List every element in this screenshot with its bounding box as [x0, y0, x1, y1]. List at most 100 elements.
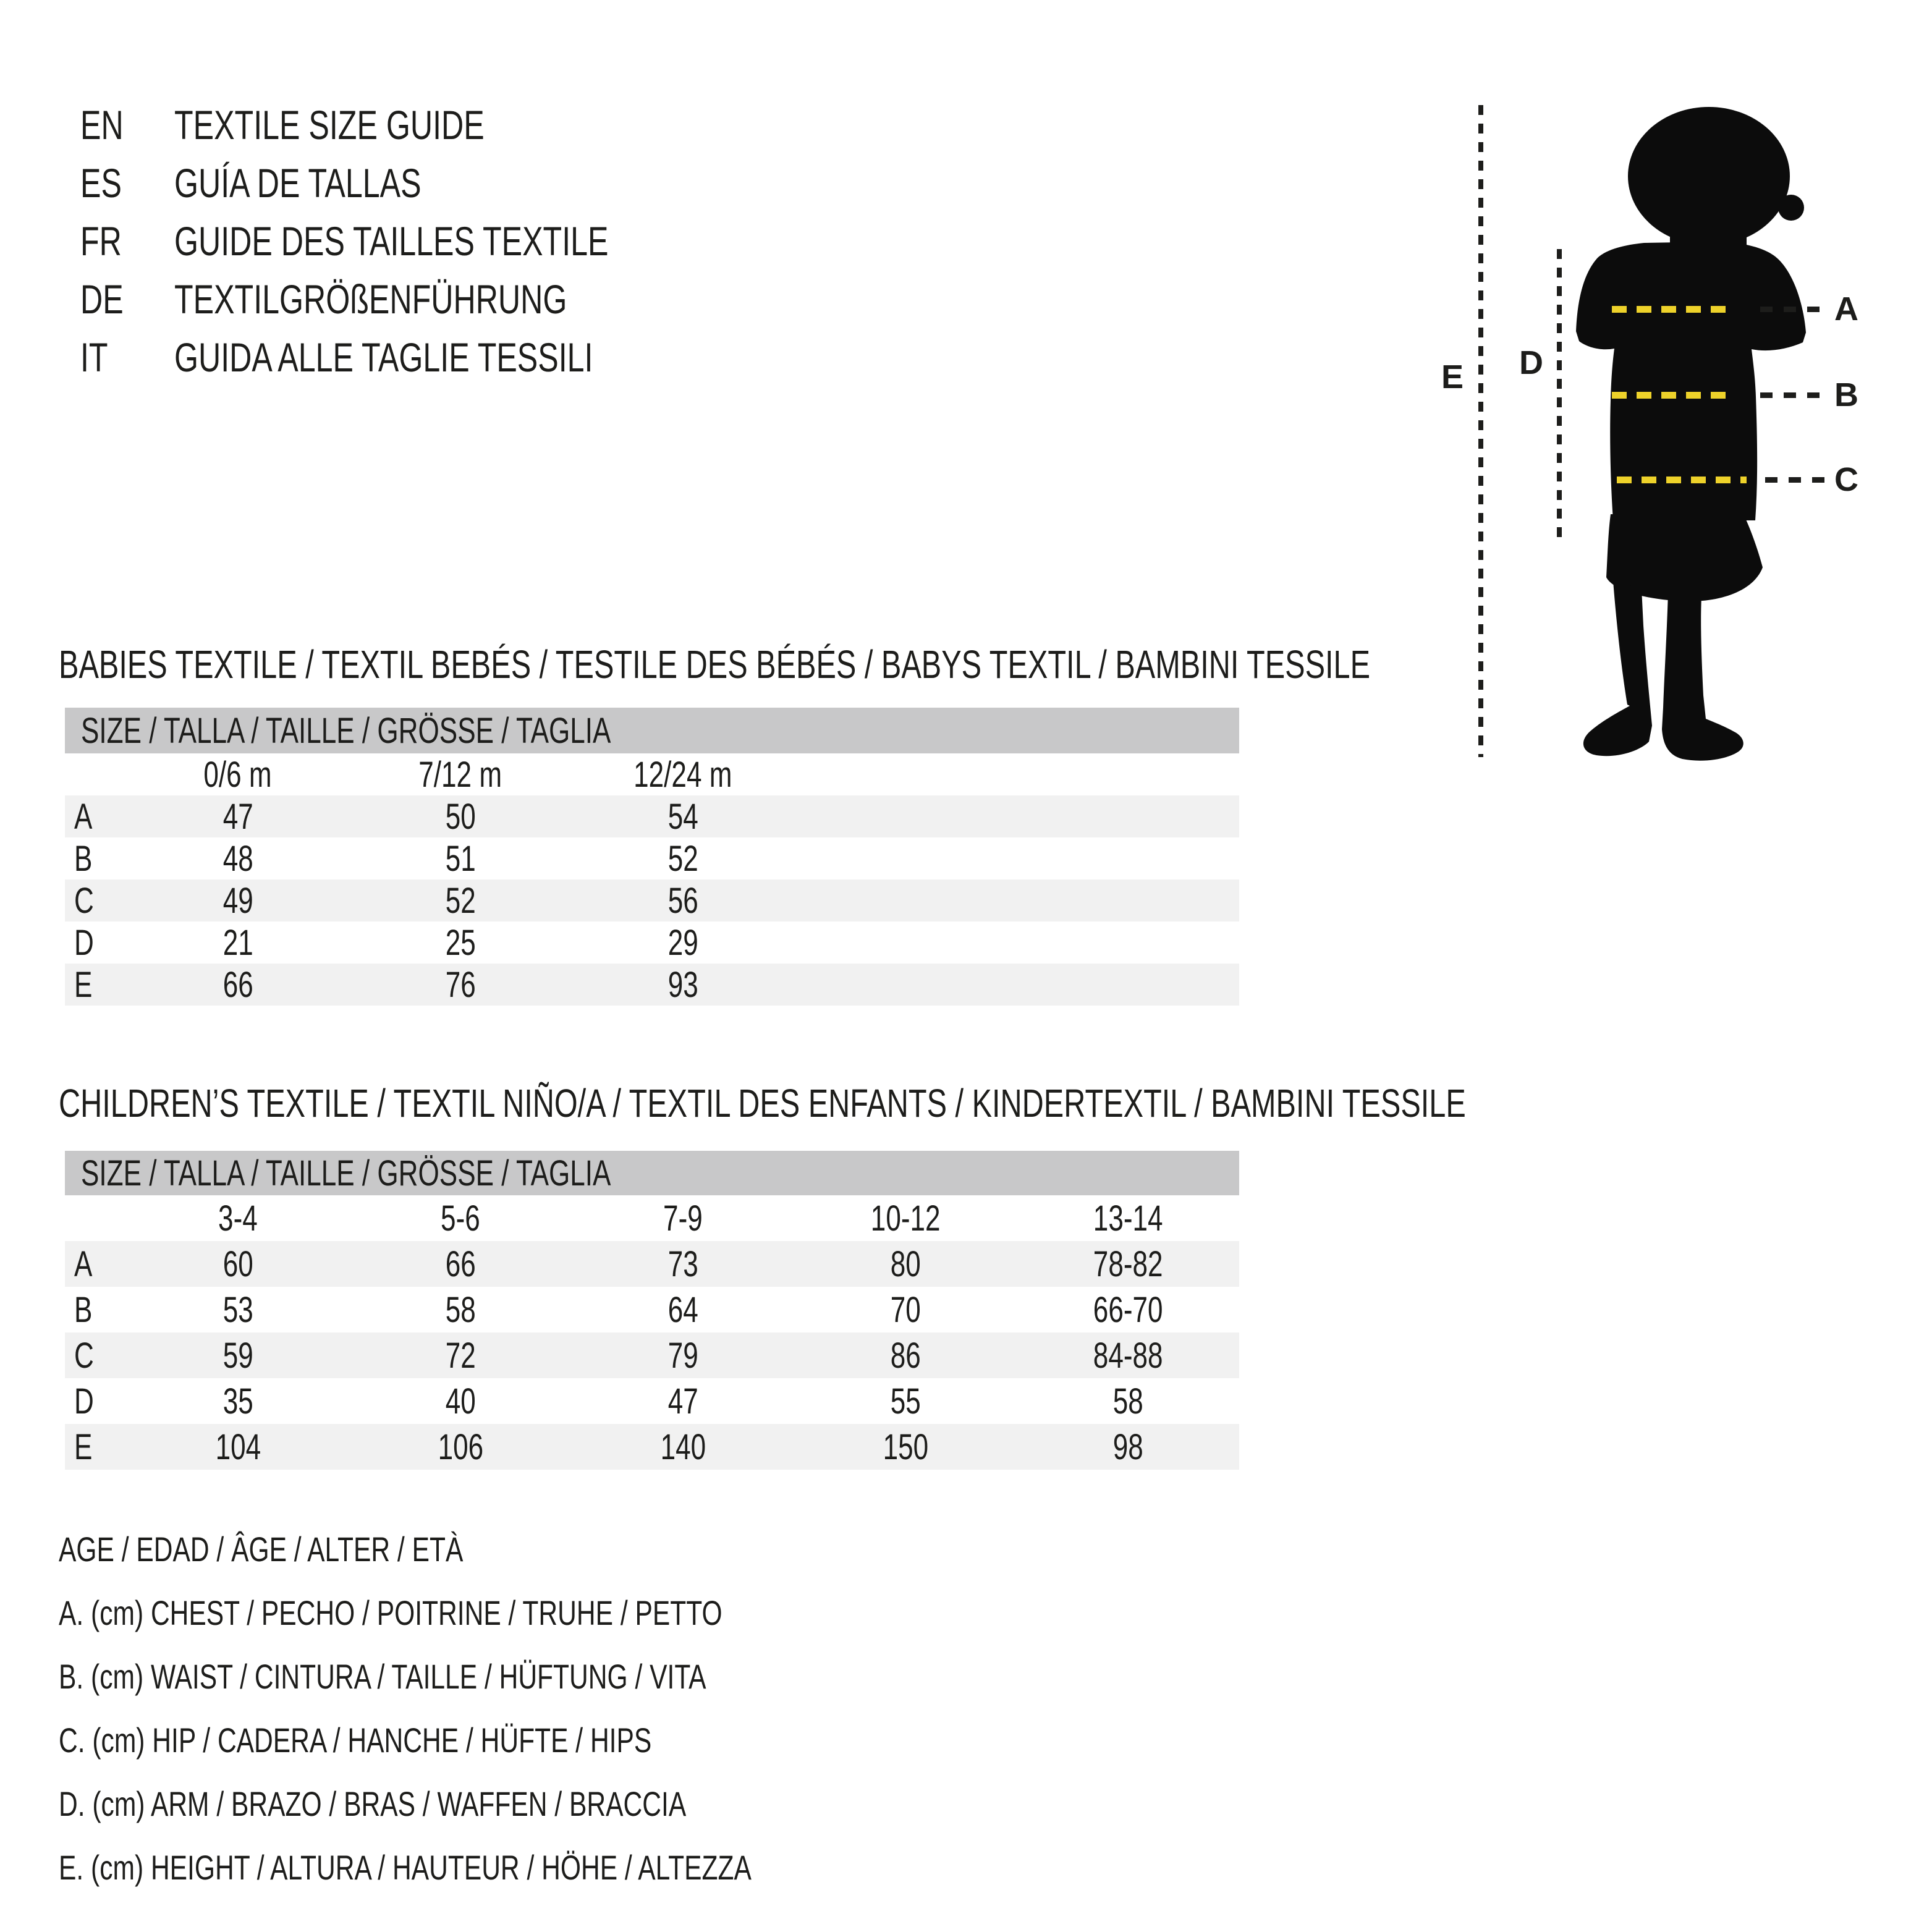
table-row-d: D 21 25 29: [65, 922, 1239, 964]
column-header: 7-9: [663, 1198, 703, 1239]
table-cell: 150: [883, 1426, 928, 1467]
row-label: B: [74, 838, 93, 879]
table-cell: 52: [667, 838, 698, 879]
arm-label-d: D: [1519, 344, 1543, 381]
chest-tape-yellow: [1612, 306, 1735, 313]
table-row-a: A 47 50 54: [65, 795, 1239, 837]
row-label: A: [74, 796, 93, 837]
legend-line-age: AGE / EDAD / ÂGE / ALTER / ETÀ: [59, 1530, 464, 1569]
table-cell: 64: [667, 1289, 698, 1330]
row-label: D: [74, 922, 94, 963]
arm-measure-line-d: [1557, 249, 1562, 541]
height-measure-line-e: [1478, 105, 1483, 757]
column-header: 12/24 m: [633, 754, 732, 795]
table-cell: 58: [445, 1289, 476, 1330]
row-label: C: [74, 1335, 94, 1376]
children-column-header-row: 3-4 5-6 7-9 10-12 13-14: [65, 1195, 1239, 1241]
table-cell: 56: [667, 880, 698, 921]
table-cell: 52: [445, 880, 476, 921]
table-cell: 76: [445, 964, 476, 1005]
waist-label-b: B: [1834, 376, 1858, 413]
table-cell: 86: [890, 1335, 921, 1376]
hip-tape-yellow: [1617, 477, 1747, 483]
row-label: E: [74, 964, 93, 1005]
table-row-b: B 48 51 52: [65, 837, 1239, 879]
language-code: FR: [80, 218, 122, 264]
table-cell: 66-70: [1093, 1289, 1163, 1330]
language-code: DE: [80, 276, 124, 322]
language-row-it: IT GUIDA ALLE TAGLIE TESSILI: [80, 328, 745, 386]
child-silhouette-icon: [1576, 107, 1806, 761]
chest-tape-dark: [1760, 307, 1820, 312]
table-row-d: D 35 40 47 55 58: [65, 1378, 1239, 1424]
hip-tape-dark: [1765, 477, 1824, 483]
language-title-block: EN TEXTILE SIZE GUIDE ES GUÍA DE TALLAS …: [80, 96, 745, 386]
waist-tape-yellow: [1612, 392, 1735, 399]
table-cell: 48: [222, 838, 253, 879]
column-header: 3-4: [218, 1198, 258, 1239]
column-header: 7/12 m: [418, 754, 502, 795]
legend-line-height: E. (cm) HEIGHT / ALTURA / HAUTEUR / HÖHE…: [59, 1848, 752, 1887]
guide-title: GUIDA ALLE TAGLIE TESSILI: [174, 334, 593, 380]
chest-label-a: A: [1834, 290, 1858, 328]
table-cell: 40: [445, 1381, 476, 1421]
guide-title: GUIDE DES TAILLES TEXTILE: [174, 218, 609, 264]
table-cell: 47: [667, 1381, 698, 1421]
table-row-e: E 66 76 93: [65, 964, 1239, 1006]
children-size-bar: SIZE / TALLA / TAILLE / GRÖSSE / TAGLIA: [65, 1151, 1239, 1195]
table-cell: 55: [890, 1381, 921, 1421]
table-cell: 66: [445, 1244, 476, 1284]
table-row-e: E 104 106 140 150 98: [65, 1424, 1239, 1470]
height-label-e: E: [1441, 358, 1464, 396]
table-cell: 79: [667, 1335, 698, 1376]
table-cell: 73: [667, 1244, 698, 1284]
children-size-table: SIZE / TALLA / TAILLE / GRÖSSE / TAGLIA …: [65, 1151, 1239, 1470]
table-cell: 72: [445, 1335, 476, 1376]
legend-line-waist: B. (cm) WAIST / CINTURA / TAILLE / HÜFTU…: [59, 1657, 706, 1696]
guide-title: GUÍA DE TALLAS: [174, 160, 422, 206]
measurement-figure: A B C D E: [1421, 87, 1910, 797]
row-label: B: [74, 1289, 93, 1330]
language-code: EN: [80, 102, 124, 148]
legend-line-arm: D. (cm) ARM / BRAZO / BRAS / WAFFEN / BR…: [59, 1784, 687, 1823]
babies-column-header-row: 0/6 m 7/12 m 12/24 m: [65, 753, 1239, 795]
table-cell: 78-82: [1093, 1244, 1163, 1284]
column-header: 5-6: [441, 1198, 480, 1239]
table-cell: 53: [222, 1289, 253, 1330]
babies-size-table: SIZE / TALLA / TAILLE / GRÖSSE / TAGLIA …: [65, 708, 1239, 1006]
table-cell: 47: [222, 796, 253, 837]
children-section-heading: CHILDREN’S TEXTILE / TEXTIL NIÑO/A / TEX…: [59, 1081, 1466, 1125]
table-row-a: A 60 66 73 80 78-82: [65, 1241, 1239, 1287]
language-code: ES: [80, 160, 122, 206]
column-header: 13-14: [1093, 1198, 1163, 1239]
legend-line-hip: C. (cm) HIP / CADERA / HANCHE / HÜFTE / …: [59, 1721, 652, 1760]
language-row-es: ES GUÍA DE TALLAS: [80, 154, 745, 212]
table-cell: 80: [890, 1244, 921, 1284]
table-cell: 98: [1112, 1426, 1143, 1467]
table-cell: 50: [445, 796, 476, 837]
guide-title: TEXTILE SIZE GUIDE: [174, 102, 485, 148]
row-label: A: [74, 1244, 93, 1284]
table-cell: 29: [667, 922, 698, 963]
babies-size-bar: SIZE / TALLA / TAILLE / GRÖSSE / TAGLIA: [65, 708, 1239, 753]
table-cell: 54: [667, 796, 698, 837]
waist-tape-dark: [1760, 392, 1820, 398]
table-cell: 25: [445, 922, 476, 963]
table-cell: 58: [1112, 1381, 1143, 1421]
language-row-fr: FR GUIDE DES TAILLES TEXTILE: [80, 212, 745, 270]
row-label: E: [74, 1426, 93, 1467]
table-cell: 70: [890, 1289, 921, 1330]
measurement-legend: AGE / EDAD / ÂGE / ALTER / ETÀ A. (cm) C…: [59, 1517, 970, 1899]
table-cell: 106: [438, 1426, 483, 1467]
table-row-c: C 49 52 56: [65, 879, 1239, 922]
language-row-en: EN TEXTILE SIZE GUIDE: [80, 96, 745, 154]
table-cell: 93: [667, 964, 698, 1005]
column-header: 10-12: [870, 1198, 941, 1239]
table-cell: 35: [222, 1381, 253, 1421]
table-cell: 84-88: [1093, 1335, 1163, 1376]
column-header: 0/6 m: [203, 754, 273, 795]
table-row-b: B 53 58 64 70 66-70: [65, 1287, 1239, 1332]
table-row-c: C 59 72 79 86 84-88: [65, 1332, 1239, 1378]
table-cell: 21: [222, 922, 253, 963]
